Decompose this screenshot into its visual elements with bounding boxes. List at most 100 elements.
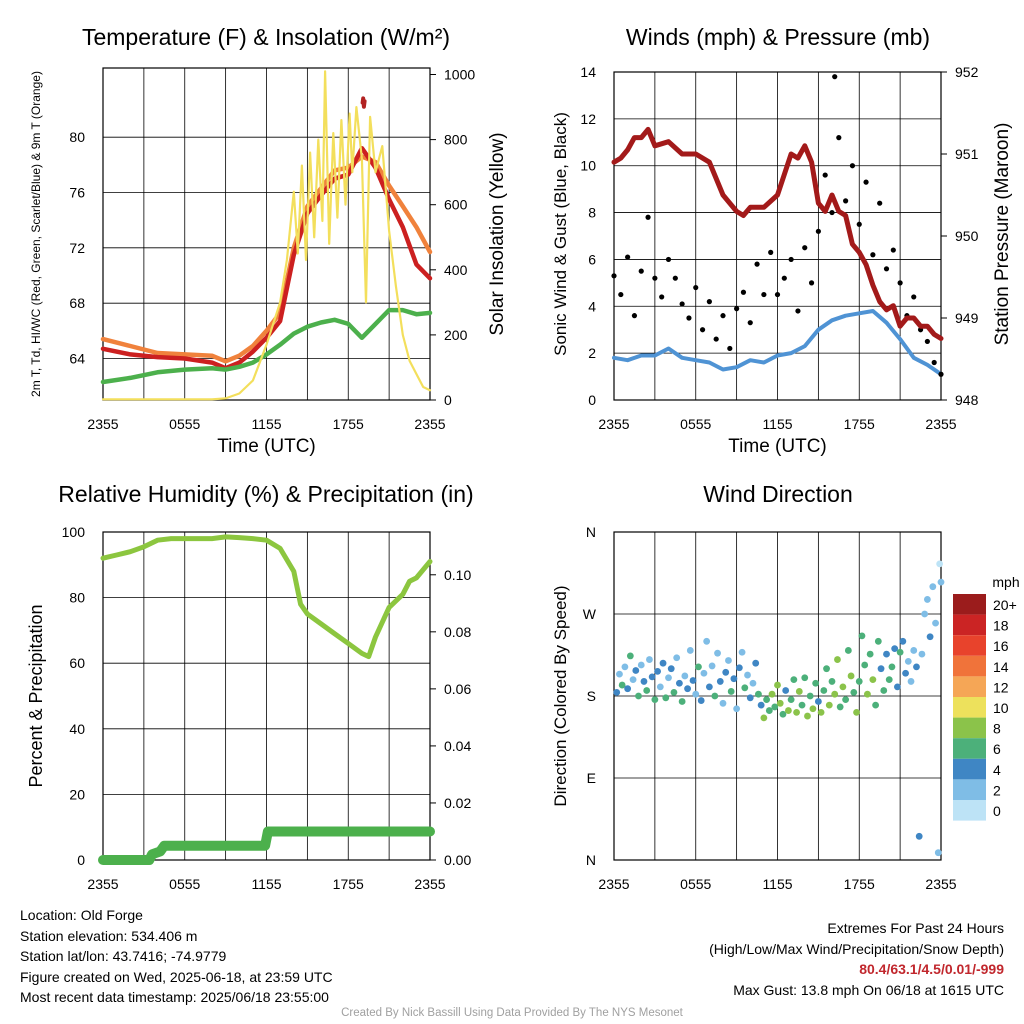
y-tick-label: 14 bbox=[580, 64, 596, 80]
direction-point bbox=[839, 683, 847, 691]
y-tick-label: 12 bbox=[580, 111, 596, 127]
direction-point bbox=[637, 661, 645, 669]
series-line bbox=[101, 70, 432, 401]
direction-point bbox=[937, 578, 945, 586]
station-elevation: Station elevation: 534.406 m bbox=[20, 927, 198, 944]
gust-point bbox=[679, 301, 685, 307]
y-tick-label: 10 bbox=[580, 158, 596, 174]
x-tick-label: 0555 bbox=[169, 416, 200, 432]
gust-point bbox=[829, 209, 835, 216]
x-tick-label: 2355 bbox=[414, 416, 445, 432]
direction-point bbox=[744, 671, 751, 679]
direction-point bbox=[869, 676, 877, 683]
direction-point bbox=[913, 663, 920, 671]
direction-point bbox=[785, 707, 792, 714]
direction-point bbox=[904, 657, 912, 665]
direction-point bbox=[684, 685, 691, 693]
legend-swatch bbox=[953, 738, 986, 759]
y-right-tick-label: 400 bbox=[444, 262, 468, 278]
station-latlon: Station lat/lon: 43.7416; -74.9779 bbox=[20, 948, 227, 964]
y-right-tick-label: 950 bbox=[955, 228, 979, 244]
direction-point bbox=[910, 647, 918, 654]
legend-swatch bbox=[953, 676, 986, 697]
legend-swatch bbox=[953, 594, 986, 615]
gust-point bbox=[686, 315, 692, 321]
direction-point bbox=[621, 663, 629, 671]
y-right-tick-label: 952 bbox=[955, 64, 979, 80]
direction-point bbox=[665, 674, 672, 682]
direction-point bbox=[643, 687, 651, 694]
y-tick-label: W bbox=[583, 606, 597, 622]
direction-point bbox=[648, 673, 656, 681]
direction-point bbox=[656, 683, 664, 691]
y-tick-label: 8 bbox=[588, 205, 596, 221]
direction-point bbox=[703, 637, 711, 645]
direction-point bbox=[915, 832, 923, 840]
gust-point bbox=[727, 345, 733, 352]
y-right-tick-label: 600 bbox=[444, 197, 468, 213]
legend-label: 2 bbox=[993, 782, 1001, 798]
legend-swatch bbox=[953, 635, 986, 656]
x-tick-label: 2355 bbox=[598, 416, 629, 432]
direction-point bbox=[880, 687, 888, 694]
gust-point bbox=[774, 291, 781, 298]
direction-point bbox=[888, 663, 896, 671]
y-right-tick-label: 0.00 bbox=[444, 852, 471, 868]
direction-point bbox=[828, 678, 836, 685]
x-tick-label: 0555 bbox=[680, 876, 711, 892]
direction-point bbox=[842, 696, 850, 704]
legend-label: 20+ bbox=[993, 597, 1017, 613]
direction-point bbox=[853, 709, 860, 716]
x-tick-label: 1755 bbox=[333, 416, 364, 432]
plot-frame bbox=[102, 67, 431, 401]
x-tick-label: 2355 bbox=[598, 876, 629, 892]
direction-point bbox=[926, 633, 934, 641]
y-tick-label: 68 bbox=[69, 295, 85, 311]
legend-label: 8 bbox=[993, 721, 1001, 737]
direction-point bbox=[727, 688, 735, 695]
direction-point bbox=[918, 650, 926, 658]
direction-point bbox=[613, 688, 621, 696]
direction-point bbox=[836, 703, 844, 711]
chart-title: Temperature (F) & Insolation (W/m²) bbox=[82, 24, 450, 50]
y-right-tick-label: 951 bbox=[955, 146, 979, 162]
direction-point bbox=[749, 679, 757, 687]
gust-point bbox=[781, 275, 787, 281]
direction-point bbox=[711, 692, 719, 700]
gust-point bbox=[849, 163, 856, 169]
gust-point bbox=[890, 247, 896, 253]
y-tick-label: 0 bbox=[77, 852, 85, 868]
direction-point bbox=[894, 683, 901, 691]
direction-point bbox=[714, 649, 721, 657]
direction-point bbox=[771, 703, 779, 711]
y-tick-label: 80 bbox=[69, 590, 85, 606]
direction-point bbox=[823, 665, 830, 673]
y-right-tick-label: 948 bbox=[955, 392, 979, 408]
y-tick-label: 20 bbox=[69, 786, 85, 802]
y-right-tick-label: 0.06 bbox=[444, 681, 471, 697]
gust-point bbox=[638, 268, 644, 274]
y-right-tick-label: 0.02 bbox=[444, 795, 471, 811]
y-tick-label: 2 bbox=[588, 345, 596, 361]
y-axis-label-right: Station Pressure (Maroon) bbox=[992, 123, 1013, 346]
direction-point bbox=[782, 687, 790, 694]
direction-point bbox=[763, 696, 770, 704]
y-tick-label: 80 bbox=[69, 129, 85, 145]
y-axis-label-left: Percent & Precipitation bbox=[26, 604, 46, 787]
direction-point bbox=[801, 674, 809, 682]
direction-point bbox=[719, 699, 727, 707]
chart-panel-1: Temperature (F) & Insolation (W/m²) 2355 0… bbox=[29, 24, 508, 457]
y-tick-label: 64 bbox=[69, 351, 85, 367]
direction-point bbox=[902, 669, 909, 677]
x-tick-label: 1155 bbox=[251, 876, 281, 892]
direction-point bbox=[850, 688, 858, 696]
direction-point bbox=[809, 705, 817, 713]
legend-label: 6 bbox=[993, 741, 1001, 757]
gust-point bbox=[754, 261, 760, 267]
direction-point bbox=[705, 683, 713, 691]
direction-point bbox=[738, 648, 746, 656]
direction-point bbox=[820, 687, 828, 694]
direction-point bbox=[787, 696, 795, 704]
